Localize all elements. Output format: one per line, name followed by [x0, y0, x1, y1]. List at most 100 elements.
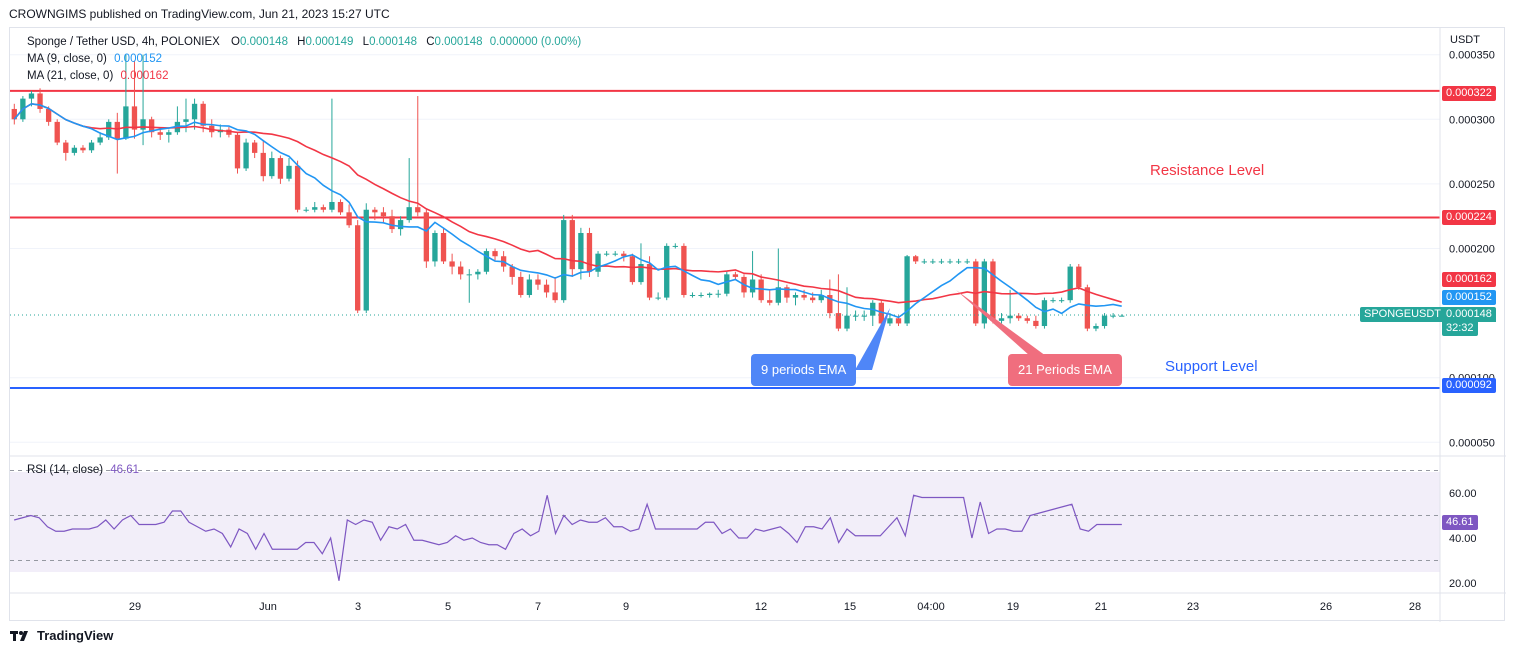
ma21-legend[interactable]: MA (21, close, 0) 0.000162 — [27, 70, 168, 82]
candle-body — [655, 297, 661, 299]
candle-body — [37, 93, 43, 109]
candle-body — [54, 121, 60, 143]
symbol-legend[interactable]: Sponge / Tether USD, 4h, POLONIEX O0.000… — [27, 36, 581, 48]
candle-body — [638, 264, 644, 283]
candle-body — [475, 271, 481, 275]
candle-body — [818, 295, 824, 301]
rsi-label: RSI (14, close) — [27, 464, 104, 476]
ma9-legend[interactable]: MA (9, close, 0) 0.000152 — [27, 53, 162, 65]
candle-body — [389, 216, 395, 230]
candle-body — [1101, 315, 1108, 327]
candle-body — [861, 315, 867, 317]
chart-canvas[interactable]: 0.0003500.0003000.0002500.0002000.000100… — [10, 28, 1506, 622]
price-tick-label: 0.000300 — [1449, 114, 1495, 126]
resistance-lower-tag: 0.000224 — [1442, 210, 1496, 225]
candle-body — [724, 274, 730, 294]
candle-body — [1024, 318, 1030, 321]
candle-body — [767, 300, 773, 303]
candle-body — [887, 318, 893, 324]
candle-body — [595, 253, 601, 272]
time-tick-label: 23 — [1187, 601, 1199, 613]
candle-body — [973, 261, 979, 324]
price-tick-label: 0.000250 — [1449, 179, 1495, 191]
candle-body — [458, 266, 464, 275]
grid-lines — [10, 54, 1440, 443]
candle-body — [1119, 315, 1125, 317]
candle-body — [672, 245, 678, 247]
symbol-title: Sponge / Tether USD, 4h, POLONIEX — [27, 36, 220, 48]
ohlc-low: L0.000148 — [362, 36, 418, 48]
candle-body — [114, 121, 120, 139]
price-tick-label: 0.000350 — [1449, 50, 1495, 62]
candle-body — [1110, 315, 1116, 317]
candle-body — [183, 119, 189, 122]
candle-body — [878, 302, 884, 324]
candle-body — [578, 232, 584, 270]
ema9-callout: 9 periods EMA — [751, 354, 857, 386]
time-tick-label: Jun — [259, 601, 277, 613]
candle-body — [355, 225, 361, 311]
ma9-line — [13, 102, 1122, 319]
candle-body — [1093, 326, 1099, 329]
candle-body — [792, 295, 799, 298]
candle-body — [689, 295, 696, 297]
candle-body — [1076, 266, 1082, 288]
candle-body — [904, 256, 910, 324]
candle-body — [810, 297, 816, 301]
rsi-tick-label: 40.00 — [1449, 533, 1477, 545]
candle-body — [346, 212, 352, 226]
ohlc-high: H0.000149 — [297, 36, 354, 48]
ohlc-close: C0.000148 — [426, 36, 483, 48]
support-tag: 0.000092 — [1442, 378, 1496, 393]
ohlc-change: 0.000000 (0.00%) — [489, 36, 582, 48]
candle-body — [569, 220, 575, 270]
ma21-line — [13, 102, 1122, 304]
rsi-price-tag: 46.61 — [1442, 515, 1478, 530]
candle-body — [88, 142, 95, 151]
time-axis[interactable]: 29 Jun 3 5 7 9 12 15 04:00 19 21 23 26 28 — [129, 601, 1421, 613]
candle-body — [621, 253, 627, 257]
candle-body — [775, 287, 781, 303]
candle-body — [432, 232, 438, 262]
candle-body — [706, 293, 713, 296]
candle-body — [715, 293, 721, 295]
candle-body — [930, 261, 936, 263]
chart-frame[interactable]: 0.0003500.0003000.0002500.0002000.000100… — [9, 27, 1506, 622]
candle-body — [294, 165, 301, 210]
support-annotation: Support Level — [1165, 358, 1258, 375]
time-tick-label: 29 — [129, 601, 141, 613]
candle-body — [397, 220, 404, 230]
candle-body — [1058, 300, 1065, 302]
candle-body — [492, 251, 498, 257]
candle-body — [483, 251, 490, 272]
candle-body — [329, 201, 335, 210]
candle-body — [372, 209, 378, 213]
price-axis[interactable]: 0.0003500.0003000.0002500.0002000.000100… — [1449, 50, 1495, 590]
candle-body — [1041, 300, 1048, 327]
rsi-tick-label: 60.00 — [1449, 488, 1477, 500]
candle-body — [921, 261, 927, 263]
ma21-price-tag: 0.000162 — [1442, 272, 1496, 287]
rsi-legend[interactable]: RSI (14, close) 46.61 — [27, 464, 139, 476]
candle-body — [131, 106, 138, 130]
candle-body — [852, 315, 859, 317]
candle-body — [732, 274, 739, 277]
candle-body — [664, 245, 670, 298]
publisher-line: CROWNGIMS published on TradingView.com, … — [9, 7, 390, 21]
candle-body — [518, 276, 524, 296]
resistance-upper-tag: 0.000322 — [1442, 86, 1496, 101]
price-tick-label: 0.000200 — [1449, 244, 1495, 256]
candle-body — [312, 207, 318, 210]
candle-body — [449, 261, 455, 267]
candle-body — [913, 256, 919, 262]
candle-body — [45, 108, 52, 122]
candle-body — [535, 279, 541, 285]
ema21-callout-pointer — [956, 290, 1046, 356]
ema9-callout-pointer — [855, 308, 890, 370]
candle-body — [97, 137, 103, 143]
ohlc-open: O0.000148 — [231, 36, 288, 48]
tradingview-logo[interactable]: TradingView — [10, 628, 113, 643]
candle-body — [440, 232, 447, 262]
candle-body — [552, 292, 558, 301]
price-tick-label: 0.000050 — [1449, 437, 1495, 449]
